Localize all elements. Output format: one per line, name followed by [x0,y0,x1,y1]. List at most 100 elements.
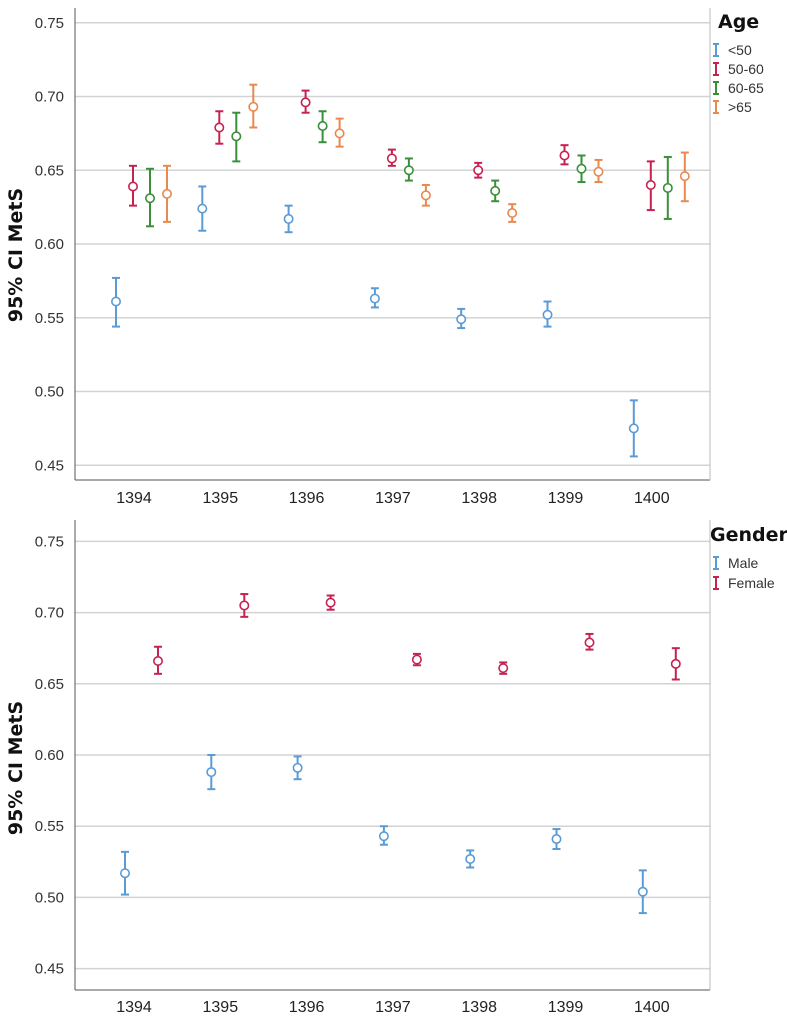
error-bar [637,869,648,915]
error-bar [576,154,587,184]
mean-point [411,654,422,665]
mean-point [128,181,139,192]
mean-point [645,180,656,191]
series-Female [153,593,681,681]
error-bar [317,110,328,144]
error-bar [111,276,122,328]
y-tick-label: 0.55 [35,818,64,835]
mean-point [386,153,397,164]
x-tick-label: 1394 [116,490,152,507]
y-tick-label: 0.75 [35,15,64,32]
y-tick-label: 0.45 [35,457,64,474]
error-bar [386,148,397,167]
error-bar [214,110,225,145]
legend: Age <50 50-60 60-65 >65 [713,11,764,115]
mean-point [507,208,518,219]
error-bar [334,117,345,148]
legend-item: <50 [713,42,752,58]
legend-label: 50-60 [728,61,764,77]
mean-point [593,166,604,177]
mean-point [473,165,484,176]
mean-point [628,423,639,434]
error-bar [162,164,173,223]
mean-point [239,600,250,611]
mean-point [559,150,570,161]
legend-label: <50 [728,42,752,58]
error-bar [206,754,217,791]
mean-point [283,213,294,224]
x-tick-label: 1399 [548,999,584,1016]
error-bar [197,185,208,232]
legend-label: 60-65 [728,80,764,96]
y-tick-label: 0.70 [35,89,64,106]
error-bar [283,204,294,234]
mean-point [465,853,476,864]
legend-title: Gender [710,524,787,546]
error-bar [128,164,139,207]
legend-item: 50-60 [713,61,764,77]
y-tick-label: 0.70 [35,605,64,622]
x-tick-label: 1400 [634,490,670,507]
mean-point [145,193,156,204]
error-bar [498,661,509,675]
mean-point [551,834,562,845]
mean-point [456,314,467,325]
legend-item: >65 [713,99,752,115]
error-bar [670,647,681,681]
mean-point [542,309,553,320]
mean-point [637,886,648,897]
y-axis-title: 95% CI MetS [5,188,27,322]
y-tick-label: 0.60 [35,747,64,764]
error-bar [584,632,595,651]
error-bar [248,83,259,129]
x-tick-label: 1398 [461,999,497,1016]
error-bar [239,593,250,618]
series->65 [162,83,690,223]
mean-point [679,171,690,182]
mean-point [111,296,122,307]
error-bar [325,594,336,611]
x-tick-label: 1396 [289,999,325,1016]
mean-point [490,185,501,196]
x-tick-label: 1398 [461,490,497,507]
error-bar [411,652,422,667]
error-bar [593,158,604,184]
x-tick-label: 1397 [375,999,411,1016]
mean-point [670,658,681,669]
mean-point [498,663,509,674]
error-bar [628,399,639,458]
mean-point [317,121,328,132]
y-tick-label: 0.65 [35,162,64,179]
mean-point [214,122,225,133]
mean-point [420,190,431,201]
error-bar [153,645,164,675]
error-bar [465,849,476,869]
x-tick-label: 1400 [634,999,670,1016]
mean-point [334,128,345,139]
x-tick-label: 1394 [116,999,152,1016]
mean-point [231,131,242,142]
error-bar [662,155,673,220]
error-bar [120,850,131,896]
error-bar [300,89,311,114]
y-tick-label: 0.50 [35,889,64,906]
mean-point [378,831,389,842]
mean-point [369,293,380,304]
series-50-60 [128,89,656,212]
x-tick-label: 1395 [203,999,239,1016]
error-bar [456,307,467,330]
legend-item: Female [713,575,775,591]
y-axis-title: 95% CI MetS [5,701,27,835]
y-tick-label: 0.65 [35,676,64,693]
error-bar [473,161,484,179]
legend-label: >65 [728,99,752,115]
error-bar [378,825,389,846]
mean-point [403,165,414,176]
legend-label: Male [728,555,759,571]
mean-point [120,868,131,879]
y-tick-label: 0.60 [35,236,64,253]
legend-item: 60-65 [713,80,764,96]
x-tick-label: 1399 [548,490,584,507]
mean-point [248,101,259,112]
